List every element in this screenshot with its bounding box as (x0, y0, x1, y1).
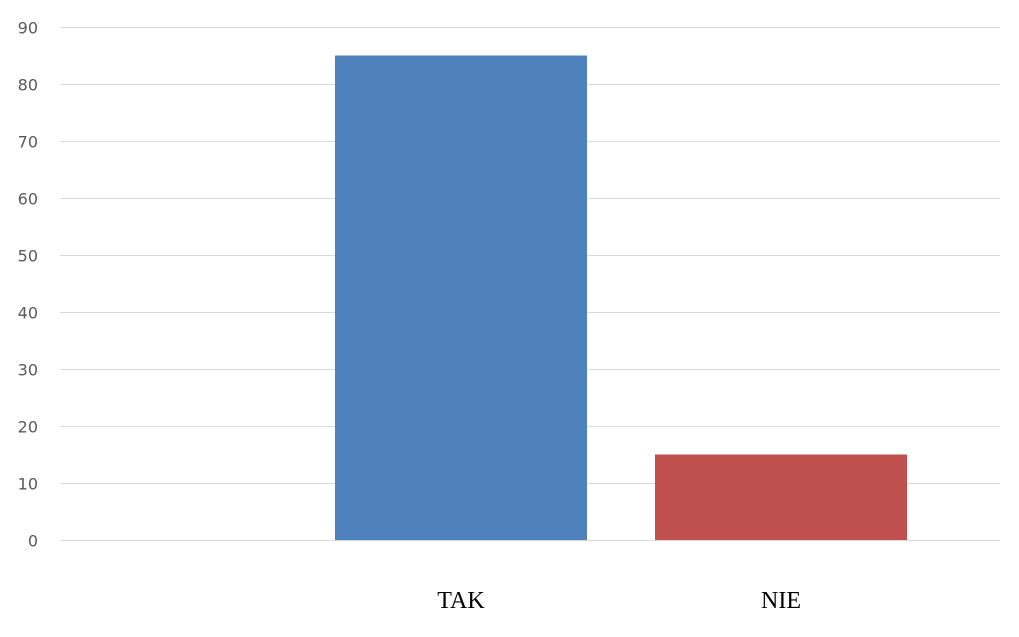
y-tick-label: 60 (18, 190, 38, 209)
y-tick-label: 70 (18, 133, 38, 152)
bars (335, 55, 907, 540)
category-label-nie: NIE (761, 588, 801, 614)
category-label-tak: TAK (437, 588, 485, 614)
y-tick-label: 90 (18, 19, 38, 38)
bar-tak (335, 55, 587, 540)
y-tick-label: 50 (18, 247, 38, 266)
y-axis-tick-labels: 0 10 20 30 40 50 60 70 80 90 (18, 19, 38, 551)
bar-nie (655, 454, 907, 540)
y-tick-label: 10 (18, 475, 38, 494)
y-tick-label: 0 (28, 532, 38, 551)
y-tick-label: 80 (18, 76, 38, 95)
y-tick-label: 20 (18, 418, 38, 437)
category-labels: TAK NIE (437, 588, 801, 614)
y-tick-label: 30 (18, 361, 38, 380)
y-tick-label: 40 (18, 304, 38, 323)
